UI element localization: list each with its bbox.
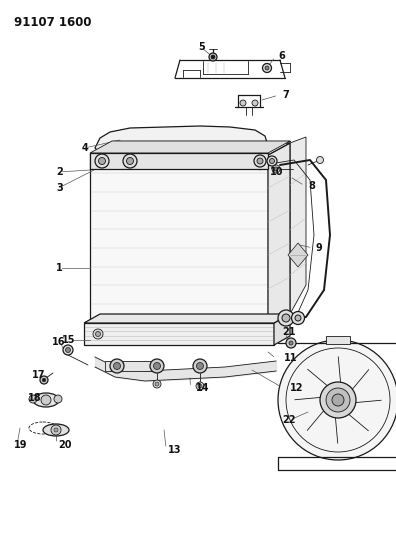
Circle shape [155,382,159,386]
Circle shape [54,428,58,432]
Circle shape [252,100,258,106]
Text: 22: 22 [282,415,295,425]
Circle shape [42,378,46,382]
Ellipse shape [43,424,69,436]
Circle shape [291,311,305,325]
Text: 9: 9 [316,243,323,253]
Circle shape [332,394,344,406]
Text: 10: 10 [270,167,284,177]
Text: 14: 14 [196,383,209,393]
Circle shape [29,395,37,403]
Circle shape [270,158,274,164]
Circle shape [257,158,263,164]
Circle shape [41,395,51,405]
Circle shape [320,382,356,418]
Circle shape [110,359,124,373]
Circle shape [211,55,215,59]
Circle shape [93,329,103,339]
Circle shape [295,315,301,321]
Polygon shape [90,143,290,155]
Circle shape [95,154,109,168]
Circle shape [126,157,133,165]
Circle shape [278,310,294,326]
Circle shape [123,154,137,168]
Circle shape [150,359,164,373]
Text: 17: 17 [32,370,46,380]
Text: 6: 6 [278,51,285,61]
Text: 1: 1 [56,263,63,273]
Circle shape [240,100,246,106]
Polygon shape [95,126,268,159]
Text: 15: 15 [62,335,76,345]
Circle shape [95,332,101,336]
Bar [326,336,350,344]
Text: 16: 16 [52,337,65,347]
Ellipse shape [33,393,59,407]
Text: 8: 8 [308,181,315,191]
Circle shape [54,395,62,403]
Circle shape [114,362,120,369]
Polygon shape [90,141,290,153]
Circle shape [265,66,269,70]
Circle shape [289,341,293,345]
Circle shape [274,167,278,171]
Circle shape [316,157,324,164]
Text: 19: 19 [14,440,27,450]
Polygon shape [274,314,290,345]
Text: 7: 7 [282,90,289,100]
Circle shape [154,362,160,369]
Circle shape [63,345,73,355]
Circle shape [196,362,204,369]
Text: 12: 12 [290,383,303,393]
Circle shape [272,165,280,173]
Circle shape [286,338,296,348]
Text: 2: 2 [56,167,63,177]
Circle shape [278,340,396,460]
Bar [105,361,155,371]
Circle shape [99,157,105,165]
Polygon shape [84,314,290,323]
Text: 3: 3 [56,183,63,193]
Text: 13: 13 [168,445,181,455]
Circle shape [65,348,70,352]
Circle shape [198,384,202,388]
Circle shape [193,359,207,373]
Circle shape [209,53,217,61]
Text: 5: 5 [198,42,205,52]
Circle shape [267,156,277,166]
Bar [90,155,268,323]
Circle shape [326,388,350,412]
Text: 21: 21 [282,327,295,337]
Circle shape [196,382,204,390]
Circle shape [153,380,161,388]
Text: 11: 11 [284,353,297,363]
Circle shape [254,155,266,167]
Polygon shape [268,143,290,323]
Polygon shape [288,243,308,267]
Circle shape [263,63,272,72]
Text: 20: 20 [58,440,72,450]
Bar [90,153,268,169]
Circle shape [282,314,290,322]
Circle shape [51,425,61,435]
Circle shape [40,376,48,384]
Polygon shape [290,137,306,314]
Text: 4: 4 [82,143,89,153]
Text: 91107 1600: 91107 1600 [14,16,91,29]
Bar [84,323,274,345]
Text: 18: 18 [28,393,42,403]
